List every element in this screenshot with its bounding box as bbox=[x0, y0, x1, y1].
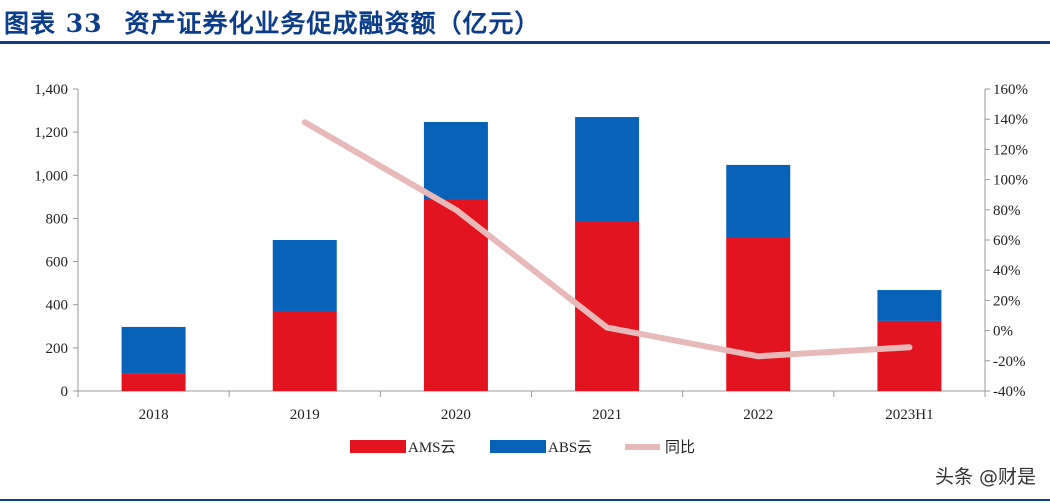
left-tick-label: 800 bbox=[46, 211, 69, 227]
bar-ABS云 bbox=[726, 164, 791, 237]
title-divider bbox=[0, 41, 1050, 44]
legend-swatch bbox=[490, 440, 546, 453]
x-tick-label: 2020 bbox=[441, 407, 471, 423]
legend-swatch bbox=[350, 440, 406, 453]
left-tick-label: 0 bbox=[61, 384, 69, 400]
right-tick-label: -20% bbox=[993, 354, 1026, 370]
right-tick-label: 40% bbox=[993, 263, 1021, 279]
figure-number: 图表 33 bbox=[4, 9, 103, 38]
x-tick-label: 2022 bbox=[743, 407, 773, 423]
bar-AMS云 bbox=[423, 199, 488, 391]
bar-AMS云 bbox=[726, 236, 791, 391]
figure-title-text: 资产证券化业务促成融资额（亿元） bbox=[124, 9, 541, 38]
right-tick-label: 160% bbox=[993, 82, 1028, 98]
right-tick-label: 20% bbox=[993, 293, 1021, 309]
right-tick-label: 100% bbox=[993, 173, 1028, 189]
bottom-divider bbox=[0, 499, 1050, 501]
legend-label: 同比 bbox=[665, 439, 695, 456]
bar-ABS云 bbox=[423, 122, 488, 200]
bar-AMS云 bbox=[121, 373, 186, 391]
legend-label: AMS云 bbox=[408, 440, 456, 456]
x-tick-label: 2021 bbox=[592, 407, 622, 423]
right-tick-label: 0% bbox=[993, 324, 1013, 340]
bar-AMS云 bbox=[877, 320, 942, 391]
left-tick-label: 400 bbox=[46, 298, 69, 314]
bar-ABS云 bbox=[272, 240, 337, 311]
left-tick-label: 600 bbox=[46, 255, 69, 271]
right-tick-label: 60% bbox=[993, 233, 1021, 249]
x-tick-label: 2018 bbox=[139, 407, 169, 423]
left-tick-label: 1,000 bbox=[34, 168, 68, 184]
bar-AMS云 bbox=[575, 221, 640, 391]
legend-label: ABS云 bbox=[548, 440, 592, 456]
right-tick-label: 120% bbox=[993, 142, 1028, 158]
yoy-line bbox=[301, 119, 913, 360]
bar-AMS云 bbox=[272, 310, 337, 391]
right-tick-label: -40% bbox=[993, 384, 1026, 400]
bar-ABS云 bbox=[575, 117, 640, 222]
watermark: 头条 @财是 bbox=[934, 466, 1036, 488]
right-tick-label: 80% bbox=[993, 203, 1021, 219]
bar-ABS云 bbox=[121, 326, 186, 374]
left-tick-label: 200 bbox=[46, 341, 69, 357]
left-tick-label: 1,200 bbox=[34, 125, 68, 141]
right-tick-label: 140% bbox=[993, 112, 1028, 128]
x-tick-label: 2023H1 bbox=[885, 407, 933, 423]
bar-ABS云 bbox=[877, 290, 942, 321]
x-tick-label: 2019 bbox=[290, 407, 320, 423]
left-tick-label: 1,400 bbox=[34, 82, 68, 98]
figure-title: 图表 33 资产证券化业务促成融资额（亿元） bbox=[4, 4, 563, 40]
